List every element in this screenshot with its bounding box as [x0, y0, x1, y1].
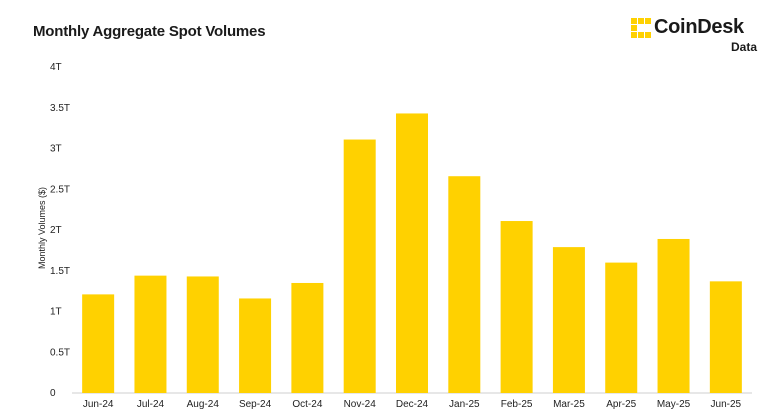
x-axis-ticks: Jun-24 Jul-24 Aug-24 Sep-24 Oct-24 Nov-24 Dec-…	[83, 399, 742, 410]
y-tick-label: 1T	[50, 307, 62, 318]
y-tick-label: 0	[50, 388, 56, 399]
bar-may-25	[657, 238, 690, 393]
bar-nov-24	[343, 139, 376, 393]
y-tick-label: 0.5T	[50, 347, 70, 358]
logo-sub: Data	[730, 40, 757, 54]
x-tick-label: Jun-24	[83, 399, 114, 410]
bars-group	[82, 113, 742, 393]
y-tick-label: 2.5T	[50, 184, 70, 195]
chart-title: Monthly Aggregate Spot Volumes	[33, 23, 266, 40]
bar-dec-24	[396, 113, 428, 393]
y-axis-ticks: 0 0.5T 1T 1.5T 2T 2.5T 3T 3.5T 4T	[50, 62, 70, 399]
bar-aug-24	[186, 276, 219, 393]
bar-sep-24	[239, 298, 272, 393]
x-tick-label: Apr-25	[606, 399, 636, 410]
x-tick-label: May-25	[657, 399, 691, 410]
x-tick-label: Sep-24	[239, 399, 272, 410]
x-tick-label: Jun-25	[711, 399, 742, 410]
bar-mar-25	[552, 247, 585, 393]
x-tick-label: Jul-24	[137, 399, 165, 410]
bar-jul-24	[134, 275, 167, 393]
logo-name: CoinDesk	[654, 16, 744, 38]
bar-jun-24	[82, 294, 115, 393]
y-tick-label: 2T	[50, 225, 62, 236]
x-tick-label: Jan-25	[449, 399, 480, 410]
y-tick-label: 3.5T	[50, 103, 70, 114]
y-tick-label: 4T	[50, 62, 62, 73]
x-tick-label: Dec-24	[396, 399, 429, 410]
x-tick-label: Nov-24	[344, 399, 377, 410]
y-tick-label: 1.5T	[50, 266, 70, 277]
y-tick-label: 3T	[50, 144, 62, 155]
y-axis-title: Monthly Volumes ($)	[37, 187, 47, 269]
bar-feb-25	[500, 221, 533, 393]
bar-oct-24	[291, 282, 324, 393]
bar-jun-25	[709, 281, 742, 393]
bar-apr-25	[605, 262, 638, 393]
x-tick-label: Aug-24	[187, 399, 220, 410]
x-tick-label: Mar-25	[553, 399, 585, 410]
x-tick-label: Feb-25	[501, 399, 533, 410]
coindesk-data-logo: CoinDesk Data	[627, 16, 757, 56]
bar-jan-25	[448, 176, 481, 393]
x-tick-label: Oct-24	[292, 399, 322, 410]
coindesk-mark-icon	[631, 18, 651, 38]
